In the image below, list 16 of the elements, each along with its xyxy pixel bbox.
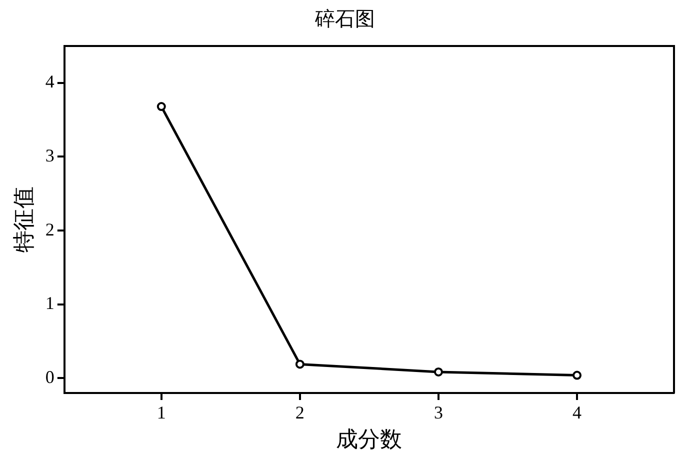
x-axis-title: 成分数 <box>336 426 402 452</box>
chart-title: 碎石图 <box>314 8 375 30</box>
y-tick-label: 1 <box>45 293 54 314</box>
x-tick-label: 3 <box>434 402 443 423</box>
y-tick-label: 3 <box>45 145 54 166</box>
x-tick-label: 2 <box>295 402 304 423</box>
y-tick-label: 4 <box>45 72 54 92</box>
point <box>156 102 166 112</box>
y-tick-label: 2 <box>45 219 54 240</box>
y-axis-title: 特征值 <box>10 186 36 252</box>
x-tick-label: 1 <box>156 402 166 423</box>
y-tick-label: 0 <box>45 366 54 387</box>
point <box>572 370 582 380</box>
point <box>295 360 304 369</box>
x-tick-label: 4 <box>572 402 582 423</box>
point <box>434 367 443 376</box>
